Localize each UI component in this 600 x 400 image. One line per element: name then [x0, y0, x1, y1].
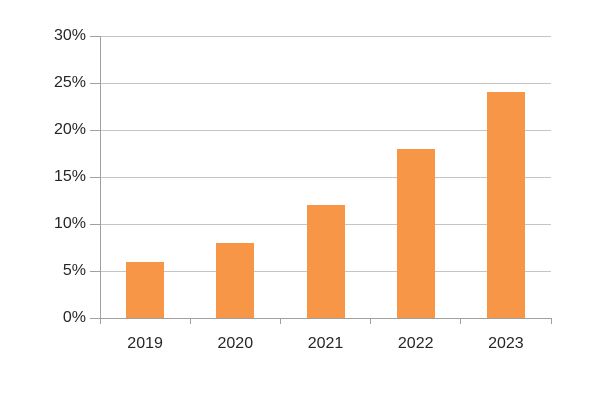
y-axis: [100, 36, 101, 324]
y-axis-tick: [90, 270, 100, 272]
bar: [126, 261, 165, 318]
y-tick-label: 5%: [62, 262, 86, 279]
bar: [306, 205, 345, 318]
gridline: [100, 129, 551, 131]
gridline: [100, 82, 551, 84]
y-axis-tick: [90, 82, 100, 84]
x-tick-label: 2023: [488, 335, 524, 352]
x-axis-tick: [189, 318, 191, 324]
y-tick-label: 25%: [53, 74, 86, 91]
y-tick-label: 30%: [53, 27, 86, 44]
x-tick-label: 2020: [217, 335, 254, 352]
x-axis-tick: [99, 318, 101, 324]
x-axis: [90, 318, 551, 319]
y-tick-label: 10%: [53, 215, 86, 232]
x-axis-tick: [279, 318, 281, 324]
bar: [486, 92, 525, 318]
gridline: [100, 35, 551, 37]
gridline: [100, 176, 551, 178]
x-axis-tick: [460, 318, 462, 324]
y-tick-label: 20%: [53, 121, 86, 138]
y-tick-label: 15%: [53, 168, 86, 185]
bar: [216, 242, 255, 318]
x-tick-label: 2019: [127, 335, 163, 352]
y-axis-tick: [90, 223, 100, 225]
y-axis-tick: [90, 35, 100, 37]
y-tick-label: 0%: [62, 309, 86, 326]
y-axis-tick: [90, 176, 100, 178]
x-tick-label: 2022: [397, 335, 434, 352]
x-axis-tick: [370, 318, 372, 324]
x-tick-label: 2021: [307, 335, 344, 352]
bar: [396, 148, 435, 318]
x-axis-tick: [550, 318, 552, 324]
y-axis-tick: [90, 129, 100, 131]
